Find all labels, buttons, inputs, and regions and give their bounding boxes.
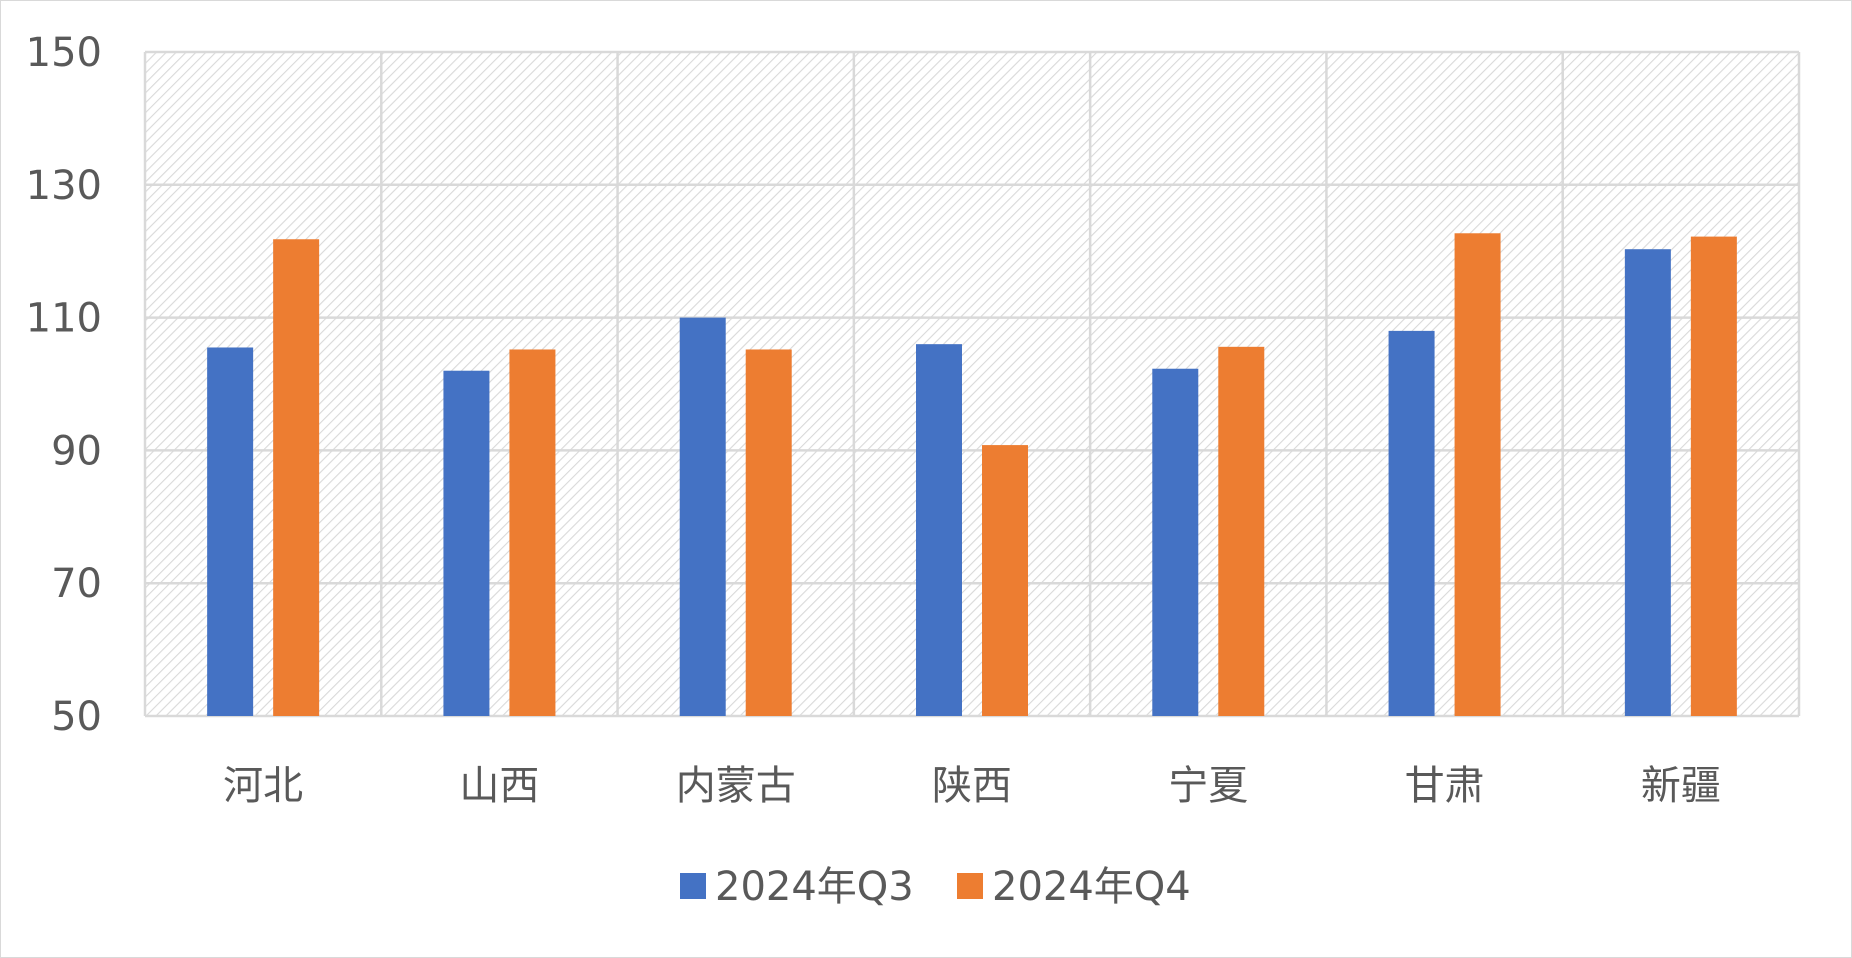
y-tick-label: 130 <box>26 163 102 209</box>
bar-q3-4 <box>1152 368 1199 716</box>
bar-q3-0 <box>207 347 254 716</box>
bar-q4-0 <box>273 239 320 717</box>
bars <box>207 233 1737 717</box>
bar-q4-4 <box>1218 346 1265 716</box>
x-category-label: 山西 <box>459 763 539 809</box>
bar-q3-2 <box>679 317 726 716</box>
x-category-label: 甘肃 <box>1405 763 1485 809</box>
x-category-label: 宁夏 <box>1168 763 1248 809</box>
y-tick-label: 70 <box>51 561 102 607</box>
legend-label: 2024年Q4 <box>992 864 1191 910</box>
legend-swatch <box>957 873 983 899</box>
bar-q3-1 <box>443 370 490 716</box>
y-tick-label: 50 <box>51 694 102 740</box>
y-tick-label: 110 <box>26 296 102 342</box>
y-tick-label: 150 <box>26 30 102 76</box>
bar-q4-1 <box>509 349 556 716</box>
y-axis: 50 70 90 110 130 150 <box>26 30 102 740</box>
bar-q4-2 <box>745 349 792 716</box>
legend-label: 2024年Q3 <box>715 864 914 910</box>
gridlines <box>143 50 1801 718</box>
bar-q3-3 <box>916 344 962 716</box>
legend: 2024年Q3 2024年Q4 <box>680 864 1191 910</box>
x-axis: 河北 山西 内蒙古 陕西 宁夏 甘肃 新疆 <box>223 763 1721 809</box>
bar-q4-3 <box>982 445 1028 716</box>
x-category-label: 内蒙古 <box>676 763 796 809</box>
bar-q3-6 <box>1624 249 1671 716</box>
x-category-label: 河北 <box>223 763 303 809</box>
legend-swatch <box>680 873 706 899</box>
y-tick-label: 90 <box>51 428 102 474</box>
x-category-label: 陕西 <box>932 763 1012 809</box>
bar-q4-6 <box>1690 236 1737 717</box>
plot-area <box>145 52 1799 716</box>
bar-q3-5 <box>1388 330 1435 716</box>
bar-q4-5 <box>1454 233 1501 716</box>
x-category-label: 新疆 <box>1641 763 1721 809</box>
